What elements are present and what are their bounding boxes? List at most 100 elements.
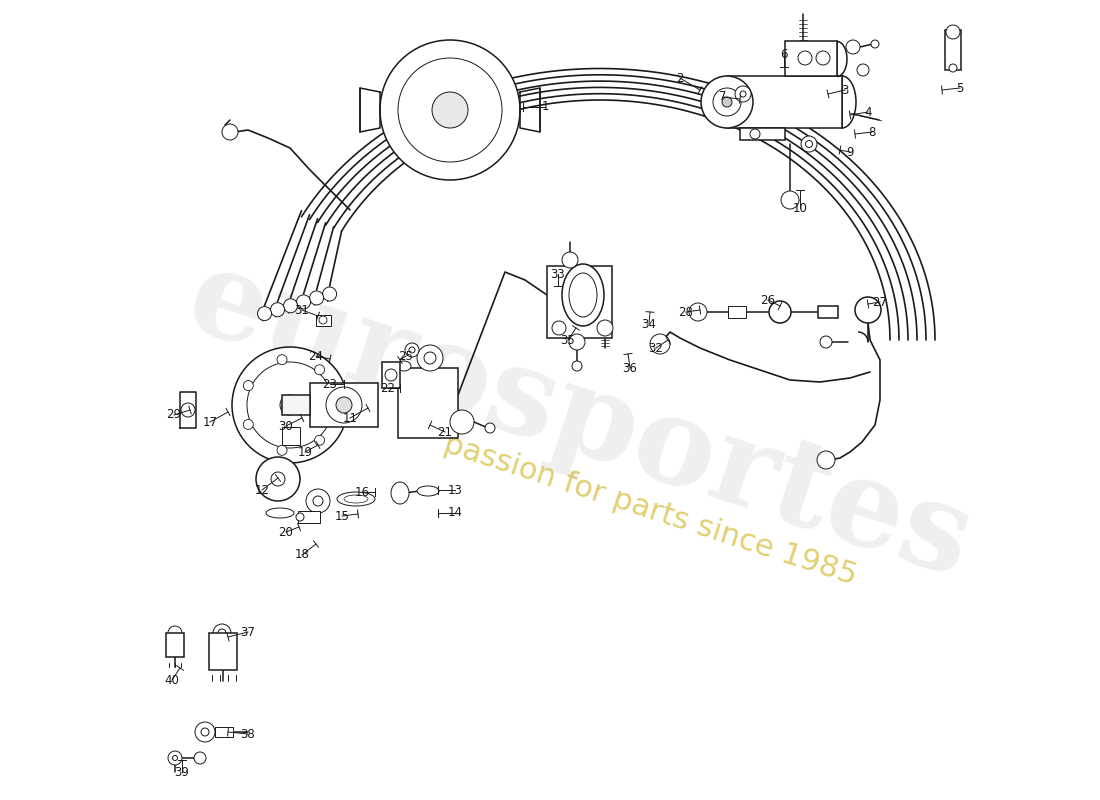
Circle shape bbox=[319, 316, 327, 324]
Ellipse shape bbox=[344, 495, 369, 503]
Text: 19: 19 bbox=[297, 446, 312, 458]
Ellipse shape bbox=[417, 486, 439, 496]
Circle shape bbox=[946, 25, 960, 39]
Circle shape bbox=[201, 728, 209, 736]
Text: 31: 31 bbox=[295, 303, 309, 317]
Bar bbox=[209, 633, 236, 670]
Text: 36: 36 bbox=[623, 362, 637, 374]
Circle shape bbox=[569, 334, 585, 350]
Text: 13: 13 bbox=[448, 483, 462, 497]
Text: 24: 24 bbox=[308, 350, 323, 362]
Text: 34: 34 bbox=[641, 318, 657, 330]
Text: 20: 20 bbox=[278, 526, 294, 538]
Text: 10: 10 bbox=[793, 202, 807, 214]
Circle shape bbox=[277, 446, 287, 455]
Text: 3: 3 bbox=[842, 83, 849, 97]
Circle shape bbox=[816, 51, 831, 65]
Circle shape bbox=[284, 298, 298, 313]
Circle shape bbox=[713, 88, 741, 116]
Circle shape bbox=[309, 291, 323, 305]
Circle shape bbox=[280, 395, 300, 415]
Circle shape bbox=[322, 287, 337, 301]
Circle shape bbox=[218, 629, 226, 637]
Circle shape bbox=[485, 423, 495, 433]
Text: 21: 21 bbox=[438, 426, 452, 438]
Ellipse shape bbox=[337, 492, 375, 506]
Circle shape bbox=[801, 136, 817, 152]
Bar bbox=[382, 362, 400, 388]
Text: 22: 22 bbox=[381, 382, 396, 394]
Circle shape bbox=[314, 496, 323, 506]
Circle shape bbox=[701, 76, 754, 128]
Circle shape bbox=[243, 419, 253, 430]
Bar bbox=[785, 41, 837, 76]
Ellipse shape bbox=[569, 273, 597, 317]
Text: 40: 40 bbox=[165, 674, 179, 686]
Circle shape bbox=[336, 397, 352, 413]
Circle shape bbox=[213, 624, 231, 642]
Circle shape bbox=[398, 58, 502, 162]
Ellipse shape bbox=[397, 361, 411, 371]
Text: 33: 33 bbox=[551, 267, 565, 281]
Circle shape bbox=[315, 435, 324, 446]
Circle shape bbox=[173, 755, 177, 761]
Ellipse shape bbox=[562, 264, 604, 326]
Circle shape bbox=[315, 365, 324, 374]
Circle shape bbox=[855, 297, 881, 323]
Text: 12: 12 bbox=[254, 483, 270, 497]
Circle shape bbox=[781, 191, 799, 209]
Circle shape bbox=[297, 295, 310, 309]
Bar bbox=[166, 633, 184, 657]
Circle shape bbox=[379, 40, 520, 180]
Text: 29: 29 bbox=[166, 409, 182, 422]
Circle shape bbox=[798, 51, 812, 65]
Circle shape bbox=[424, 352, 436, 364]
Circle shape bbox=[256, 457, 300, 501]
Text: 27: 27 bbox=[872, 295, 888, 309]
Circle shape bbox=[326, 387, 362, 423]
Circle shape bbox=[331, 400, 341, 410]
Circle shape bbox=[306, 489, 330, 513]
Text: 14: 14 bbox=[448, 506, 462, 519]
Bar bbox=[740, 128, 785, 140]
Text: 6: 6 bbox=[780, 49, 788, 62]
Circle shape bbox=[949, 64, 957, 72]
Circle shape bbox=[194, 752, 206, 764]
Text: 15: 15 bbox=[334, 510, 350, 522]
Circle shape bbox=[450, 410, 474, 434]
Circle shape bbox=[243, 381, 253, 390]
Text: 38: 38 bbox=[241, 727, 255, 741]
Circle shape bbox=[562, 252, 578, 268]
Circle shape bbox=[385, 369, 397, 381]
Circle shape bbox=[722, 97, 732, 107]
Bar bbox=[282, 427, 300, 445]
Text: 5: 5 bbox=[956, 82, 964, 94]
Circle shape bbox=[182, 403, 195, 417]
Circle shape bbox=[248, 362, 333, 448]
Circle shape bbox=[572, 361, 582, 371]
Circle shape bbox=[222, 124, 238, 140]
Text: 39: 39 bbox=[175, 766, 189, 778]
Text: 11: 11 bbox=[342, 411, 358, 425]
Circle shape bbox=[740, 91, 746, 97]
Circle shape bbox=[650, 334, 670, 354]
Circle shape bbox=[552, 321, 567, 335]
Circle shape bbox=[232, 347, 348, 463]
Circle shape bbox=[871, 40, 879, 48]
Circle shape bbox=[195, 722, 214, 742]
Bar bbox=[214, 727, 233, 737]
Text: passion for parts since 1985: passion for parts since 1985 bbox=[440, 430, 860, 590]
Bar bbox=[398, 368, 458, 438]
Text: 7: 7 bbox=[719, 90, 727, 103]
Text: 9: 9 bbox=[846, 146, 854, 158]
Circle shape bbox=[277, 354, 287, 365]
Circle shape bbox=[168, 751, 182, 765]
Circle shape bbox=[750, 129, 760, 139]
Text: 18: 18 bbox=[295, 549, 309, 562]
Text: 1: 1 bbox=[541, 101, 549, 114]
Circle shape bbox=[846, 40, 860, 54]
Text: 23: 23 bbox=[322, 378, 338, 390]
Circle shape bbox=[409, 347, 415, 353]
Text: 35: 35 bbox=[561, 334, 575, 346]
Bar bbox=[316, 315, 331, 326]
